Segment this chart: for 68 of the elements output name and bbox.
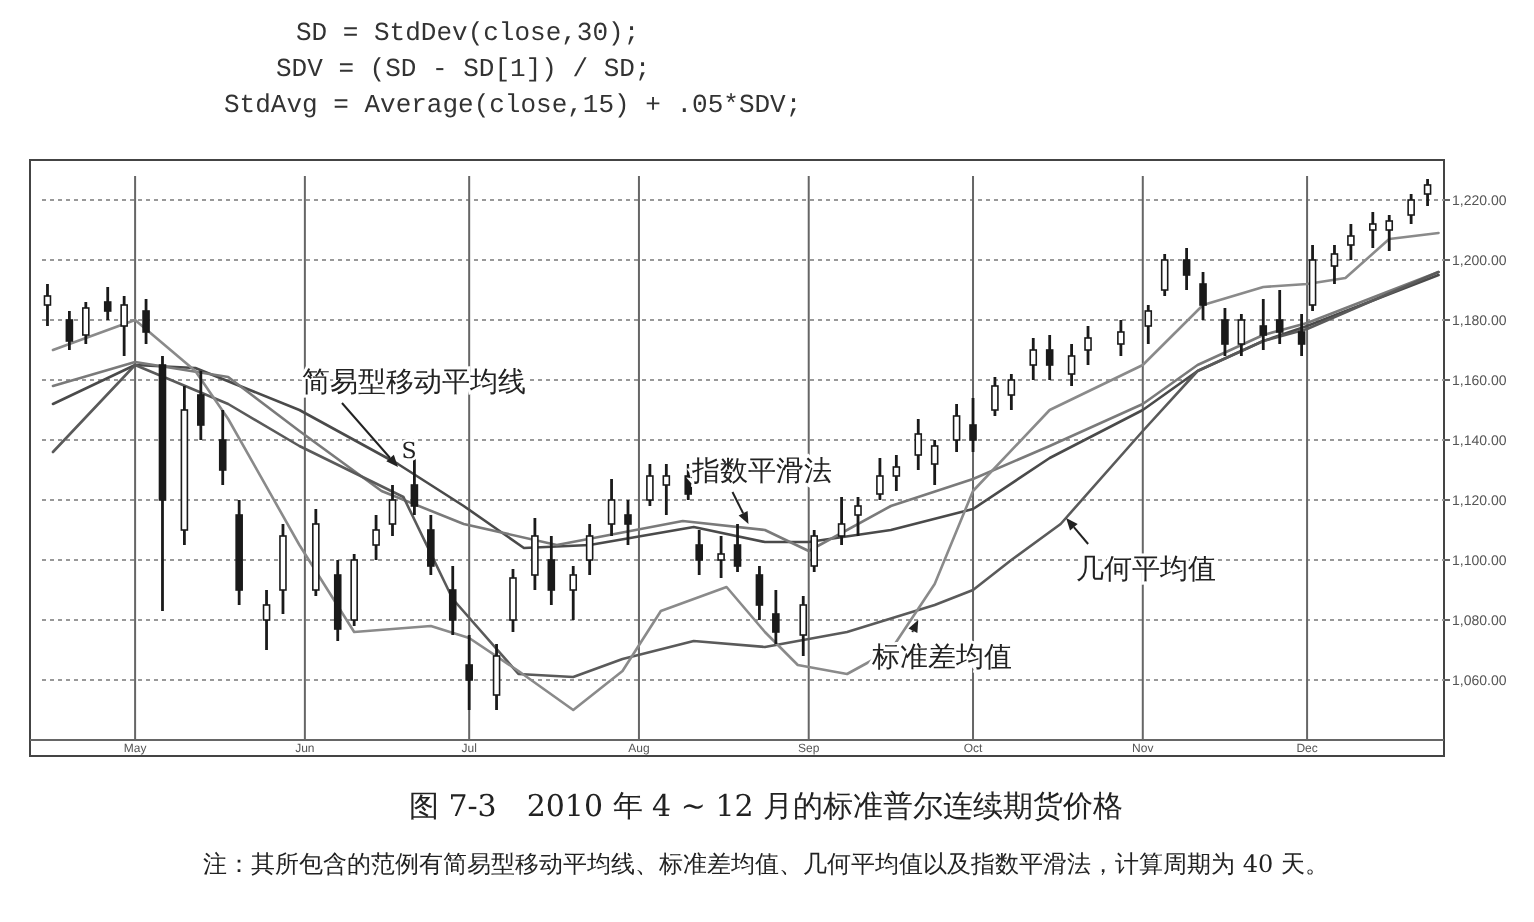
candlestick xyxy=(1369,210,1377,250)
text: SD = StdDev(close,30); xyxy=(296,18,640,48)
candlestick xyxy=(1275,288,1284,346)
candlestick xyxy=(810,528,818,574)
candlestick xyxy=(662,462,671,517)
candlestick xyxy=(569,564,578,622)
candlestick xyxy=(427,513,435,577)
candlestick xyxy=(1347,222,1355,262)
candlestick xyxy=(1297,312,1306,358)
candlestick xyxy=(733,522,742,574)
candlestick xyxy=(547,534,556,607)
candlestick xyxy=(892,453,901,493)
candlestick xyxy=(1029,336,1038,382)
candlestick xyxy=(218,408,227,487)
candlestick xyxy=(969,396,977,454)
candlestick xyxy=(1182,246,1191,292)
candlestick xyxy=(837,495,846,547)
candlestick xyxy=(1084,324,1092,367)
candlestick xyxy=(120,294,128,358)
candlestick xyxy=(492,642,501,712)
candlestick xyxy=(388,483,397,538)
candlestick xyxy=(717,534,725,580)
candlestick xyxy=(607,477,616,538)
candlestick xyxy=(1259,297,1268,352)
candlestick xyxy=(1067,342,1076,388)
text: 注：其所包含的范例有简易型移动平均线、标准差均值、几何平均值以及指数平滑法，计算周期为 40 天。 xyxy=(203,850,1329,878)
candlestick xyxy=(465,633,473,712)
candlestick xyxy=(1160,252,1169,298)
candlestick xyxy=(772,588,780,646)
candlestick xyxy=(197,369,205,442)
candlestick xyxy=(646,462,654,508)
candlestick xyxy=(914,417,923,472)
candlestick xyxy=(991,375,999,418)
candlestick xyxy=(1007,372,1016,412)
candlestick xyxy=(531,516,539,592)
candlestick xyxy=(1117,318,1125,358)
candlestick xyxy=(1330,243,1339,286)
candlestick xyxy=(1385,213,1394,253)
candlestick xyxy=(142,297,150,346)
candlestick xyxy=(1221,306,1229,358)
candlestick xyxy=(103,285,112,322)
candlestick xyxy=(1423,177,1432,208)
text: StdAvg = Average(close,15) + .05*SDV; xyxy=(224,90,802,120)
candlestick xyxy=(854,495,862,538)
candlestick xyxy=(624,498,632,547)
candlestick xyxy=(930,438,939,487)
candlestick xyxy=(1045,333,1054,382)
candlestick xyxy=(372,513,380,562)
text: SDV = (SD - SD[1]) / SD; xyxy=(276,54,651,84)
candlestick xyxy=(262,588,271,652)
candlestick xyxy=(1407,192,1415,226)
candlestick xyxy=(65,309,74,352)
annotation: S xyxy=(401,438,417,464)
candlestick xyxy=(1199,270,1207,322)
candlestick xyxy=(695,528,703,577)
candlestick xyxy=(755,564,764,622)
candlestick xyxy=(799,594,808,658)
candlestick xyxy=(1144,303,1153,346)
candlestick xyxy=(43,282,52,328)
candlestick xyxy=(82,300,90,346)
candlestick xyxy=(1237,312,1246,358)
candlestick xyxy=(876,456,884,502)
candlestick xyxy=(509,567,517,634)
candlestick xyxy=(448,564,457,637)
candlestick xyxy=(952,402,961,454)
candlestick xyxy=(1308,243,1317,313)
text: 图 7-3 2010 年 4 ~ 12 月的标准普尔连续期货价格 xyxy=(408,788,1124,824)
candlestick xyxy=(585,522,594,577)
